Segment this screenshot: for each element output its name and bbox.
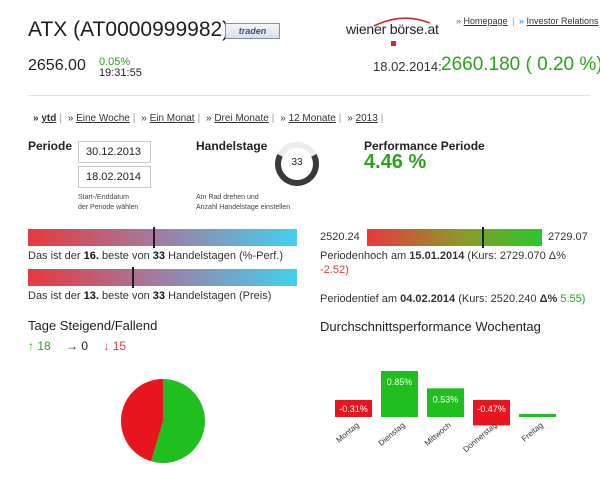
- data-label-donnerstag: -0.47%: [477, 404, 506, 414]
- days-down: ↓ 15: [103, 339, 127, 353]
- days-flat: → 0: [66, 339, 89, 353]
- data-label-dienstag: 0.85%: [387, 377, 413, 387]
- performance-value: 4.46 %: [364, 151, 427, 173]
- investor-relations-link[interactable]: Investor Relations: [526, 16, 599, 26]
- separator: |: [512, 16, 515, 26]
- page-title: ATX (AT0000999982): [28, 18, 230, 41]
- handelstage-dial[interactable]: [273, 140, 321, 188]
- bar-donnerstag: [473, 400, 510, 426]
- rank-marker: [132, 267, 134, 288]
- range-bar: [367, 227, 542, 248]
- reference-value: 2660.180 ( 0.20 %): [441, 54, 600, 75]
- rank-bar-performance: [28, 227, 297, 248]
- end-date-input[interactable]: [78, 166, 151, 188]
- handelstage-value: 33: [291, 157, 303, 168]
- tage-counts: ↑ 18 → 0 ↓ 15: [28, 339, 126, 353]
- logo-arc-icon: [373, 17, 431, 27]
- weekday-performance-chart: -0.31% Montag 0.85% Dienstag 0.53% Mittwoch -0…: [335, 371, 556, 454]
- up-down-pie-chart: [120, 379, 205, 463]
- period-high-text: Periodenhoch am 15.01.2014 (Kurs: 2729.0…: [320, 250, 566, 262]
- dial-help-text: Am Rad drehen und Anzahl Handelstage ein…: [196, 194, 291, 211]
- range-marker: [482, 227, 484, 248]
- bar-freitag: [519, 414, 556, 417]
- category-label-montag: Montag: [335, 421, 361, 445]
- wiener-boerse-logo[interactable]: wiener börse.at: [346, 21, 439, 37]
- reference-date: 18.02.2014:: [373, 59, 442, 74]
- data-label-montag: -0.31%: [339, 404, 368, 414]
- period-selector: » ytd | » Eine Woche | » Ein Monat | » Drei…: [33, 113, 384, 124]
- performance-label: Performance Periode: [364, 139, 485, 153]
- tage-title: Tage Steigend/Fallend: [28, 318, 158, 333]
- days-up: ↑ 18: [28, 339, 51, 353]
- category-label-freitag: Freitag: [520, 421, 545, 444]
- top-links: » Homepage | » Investor Relations: [456, 16, 599, 26]
- homepage-link[interactable]: Homepage: [463, 16, 508, 26]
- range-max: 2729.07: [548, 231, 588, 243]
- link-arrow-icon: »: [518, 16, 524, 26]
- period-link-ytd[interactable]: » ytd: [33, 113, 57, 124]
- rank-marker: [153, 227, 155, 248]
- period-link-week[interactable]: » Eine Woche: [67, 113, 130, 124]
- handelstage-label: Handelstage: [196, 139, 268, 153]
- divider: [28, 95, 590, 96]
- periode-label: Periode: [28, 139, 73, 153]
- period-link-three-months[interactable]: » Drei Monate: [205, 113, 269, 124]
- pie-slice-up: [151, 379, 205, 463]
- current-price: 2656.00: [28, 57, 86, 74]
- category-label-mittwoch: Mittwoch: [423, 421, 453, 448]
- period-link-2013[interactable]: » 2013: [347, 113, 378, 124]
- bar-montag: [335, 400, 372, 417]
- weekday-chart-title: Durchschnittsperformance Wochentag: [320, 319, 541, 334]
- pie-slice-down: [120, 379, 163, 462]
- bar-dienstag: [381, 371, 418, 417]
- period-link-month[interactable]: » Ein Monat: [141, 113, 195, 124]
- period-link-twelve-months[interactable]: » 12 Monate: [280, 113, 336, 124]
- category-label-dienstag: Dienstag: [377, 421, 407, 448]
- rank-text-price: Das ist der 13. beste von 33 Handelstage…: [28, 290, 272, 302]
- change-percent: 0.05%: [99, 56, 131, 68]
- range-min: 2520.24: [320, 231, 360, 243]
- logo-dot-icon: [391, 41, 396, 46]
- rank-bar-price: [28, 267, 297, 288]
- data-label-mittwoch: 0.53%: [433, 394, 459, 404]
- link-arrow-icon: »: [456, 16, 462, 26]
- bar-mittwoch: [427, 388, 464, 417]
- start-date-input[interactable]: [78, 141, 151, 163]
- rank-text-performance: Das ist der 16. beste von 33 Handelstage…: [28, 250, 284, 262]
- quote-time: 19:31:55: [99, 67, 142, 79]
- trade-button[interactable]: traden: [225, 23, 280, 39]
- period-high-delta: -2.52): [320, 264, 349, 276]
- period-low-text: Periodentief am 04.02.2014 (Kurs: 2520.2…: [320, 293, 586, 305]
- category-label-donnerstag: Donnerstag: [461, 421, 498, 454]
- date-help-text: Start-/Enddatum der Periode wählen: [78, 194, 139, 211]
